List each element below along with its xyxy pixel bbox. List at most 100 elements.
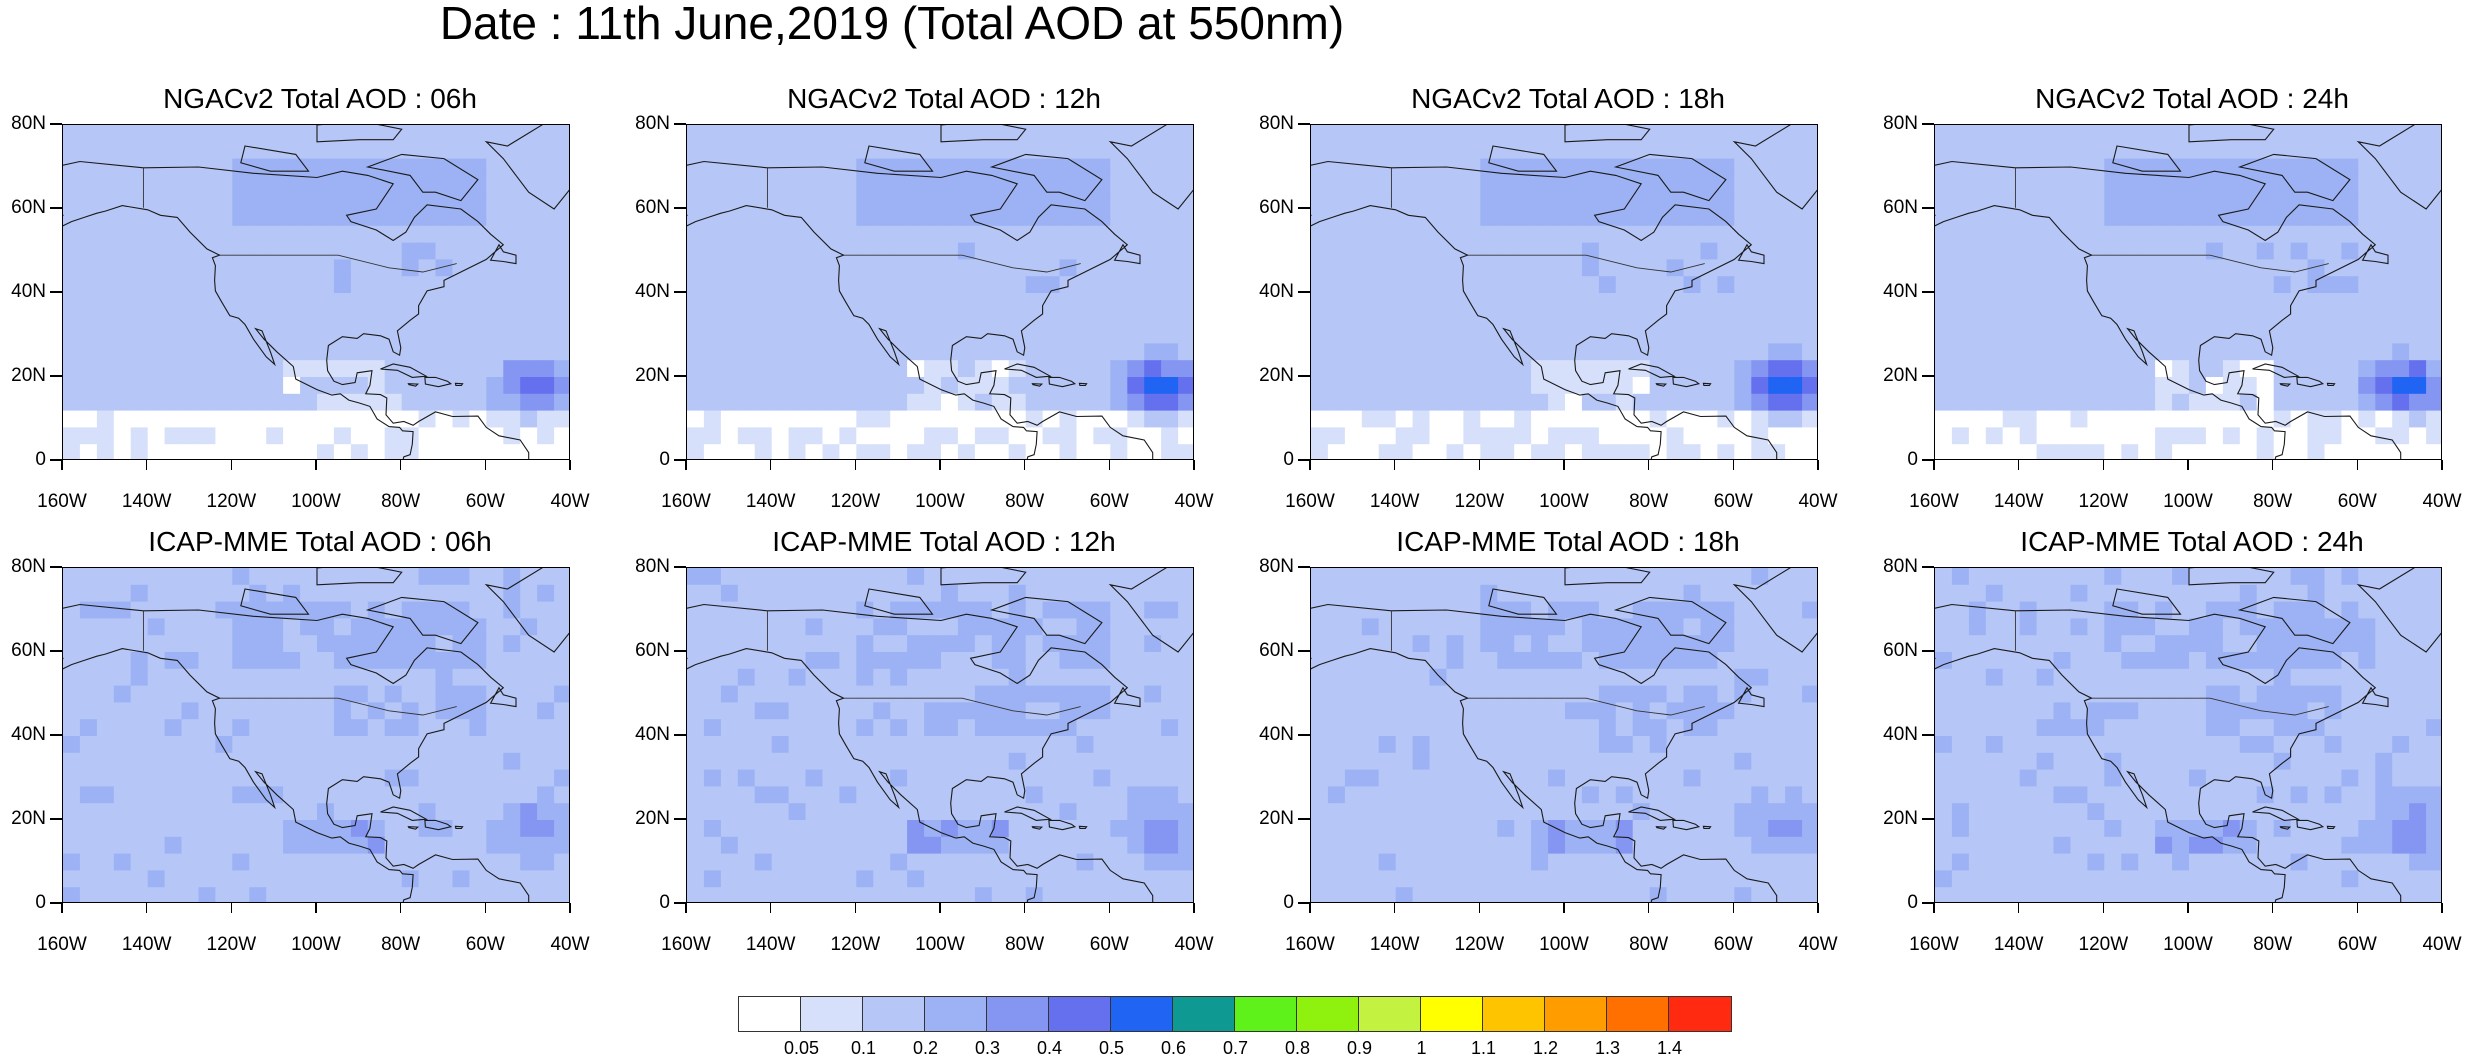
y-tick-mark [50,375,62,377]
y-tick-mark [1298,566,1310,568]
y-tick-label: 0 [1248,450,1294,470]
x-tick-label: 60W [1079,492,1139,512]
x-tick-label: 160W [656,935,716,955]
y-tick-mark [1298,123,1310,125]
aod-field [63,568,570,903]
x-tick-mark [400,903,402,913]
colorbar-swatch [1173,997,1235,1031]
y-tick-mark [50,207,62,209]
y-tick-label: 0 [0,893,46,913]
x-tick-label: 140W [1365,492,1425,512]
x-tick-mark [1193,460,1195,470]
x-tick-mark [1933,903,1935,913]
x-tick-label: 140W [1365,935,1425,955]
x-tick-mark [569,460,571,470]
aod-field [1311,125,1818,460]
colorbar-swatch [925,997,987,1031]
y-tick-label: 20N [1248,809,1294,829]
x-tick-label: 60W [455,492,515,512]
x-tick-mark [1024,460,1026,470]
y-tick-label: 40N [624,725,670,745]
x-tick-label: 40W [1164,492,1224,512]
y-tick-mark [1922,734,1934,736]
y-tick-mark [50,818,62,820]
panel-title: NGACv2 Total AOD : 24h [1872,82,2466,116]
x-tick-mark [1309,903,1311,913]
panel-title: ICAP-MME Total AOD : 24h [1872,525,2466,559]
x-tick-label: 80W [2243,935,2303,955]
y-tick-label: 40N [1872,725,1918,745]
x-tick-label: 140W [117,492,177,512]
y-tick-mark [50,902,62,904]
colorbar-swatch [1235,997,1297,1031]
x-tick-mark [939,460,941,470]
x-tick-mark [1933,460,1935,470]
y-tick-mark [1298,734,1310,736]
x-tick-mark [485,903,487,913]
panel-title: NGACv2 Total AOD : 18h [1248,82,1888,116]
x-tick-mark [1394,460,1396,470]
y-tick-mark [1922,902,1934,904]
panel-title: ICAP-MME Total AOD : 12h [624,525,1264,559]
x-tick-label: 140W [741,935,801,955]
x-tick-label: 80W [1619,492,1679,512]
x-tick-mark [2272,903,2274,913]
x-tick-label: 140W [741,492,801,512]
x-tick-label: 160W [1904,492,1964,512]
colorbar-swatch [1545,997,1607,1031]
x-tick-mark [855,903,857,913]
x-tick-label: 120W [1449,935,1509,955]
x-tick-label: 140W [1989,935,2049,955]
colorbar-swatch [1111,997,1173,1031]
y-tick-label: 0 [0,450,46,470]
x-tick-mark [770,903,772,913]
colorbar-swatch [1049,997,1111,1031]
x-tick-mark [1648,903,1650,913]
y-tick-mark [1922,375,1934,377]
y-tick-label: 80N [1872,114,1918,134]
x-tick-label: 100W [910,935,970,955]
x-tick-mark [939,903,941,913]
panel-title: NGACv2 Total AOD : 06h [0,82,640,116]
x-tick-label: 160W [32,935,92,955]
x-tick-mark [2018,903,2020,913]
x-tick-label: 60W [455,935,515,955]
y-tick-label: 40N [1872,282,1918,302]
y-tick-label: 60N [1248,198,1294,218]
y-tick-label: 80N [1872,557,1918,577]
x-tick-label: 100W [2158,935,2218,955]
x-tick-label: 80W [371,935,431,955]
x-tick-mark [1817,460,1819,470]
y-tick-mark [50,123,62,125]
colorbar-swatch [863,997,925,1031]
y-tick-label: 80N [0,114,46,134]
x-tick-label: 80W [995,935,1055,955]
x-tick-label: 40W [1788,935,1848,955]
x-tick-label: 40W [2412,492,2466,512]
y-tick-mark [50,566,62,568]
colorbar-swatch [1421,997,1483,1031]
colorbar-swatch [1669,997,1731,1031]
x-tick-label: 80W [995,492,1055,512]
colorbar-swatch [1297,997,1359,1031]
x-tick-mark [1563,460,1565,470]
x-tick-label: 140W [1989,492,2049,512]
x-tick-label: 100W [910,492,970,512]
y-tick-mark [674,734,686,736]
y-tick-mark [674,818,686,820]
x-tick-label: 60W [1703,935,1763,955]
y-tick-label: 20N [624,809,670,829]
x-tick-mark [1733,903,1735,913]
y-tick-label: 60N [1248,641,1294,661]
y-tick-mark [1298,650,1310,652]
y-tick-label: 60N [1872,641,1918,661]
x-tick-mark [400,460,402,470]
x-tick-label: 160W [1280,935,1340,955]
x-tick-label: 120W [825,935,885,955]
x-tick-mark [2103,903,2105,913]
